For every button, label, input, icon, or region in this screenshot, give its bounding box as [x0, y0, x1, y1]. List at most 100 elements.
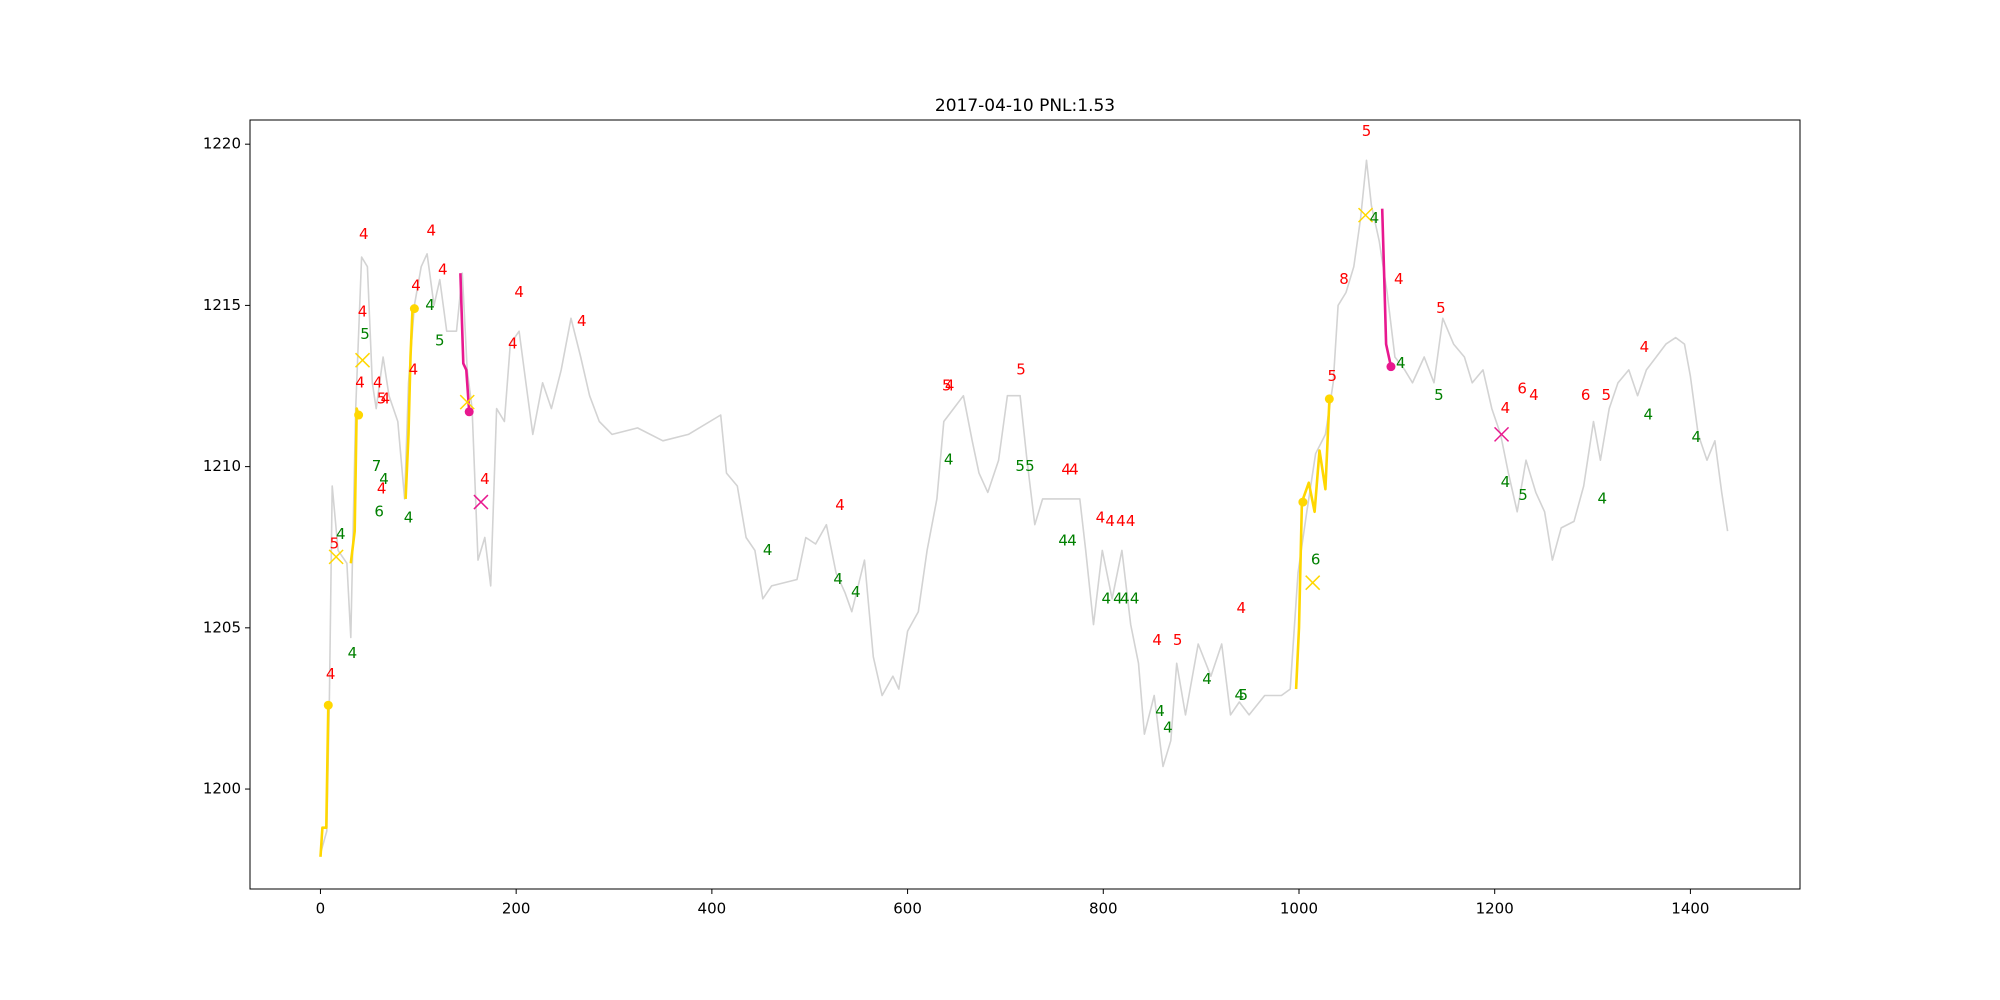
- count-label: 4: [1394, 270, 1404, 288]
- count-label: 4: [358, 302, 368, 320]
- count-label: 4: [411, 277, 421, 295]
- entry-marker: [409, 304, 419, 314]
- count-label: 5: [1601, 386, 1611, 404]
- trade-line: [459, 273, 471, 412]
- count-label: 4: [1061, 460, 1071, 478]
- y-tick-label: 1215: [203, 296, 241, 314]
- count-label: 6: [1581, 386, 1591, 404]
- count-label: 4: [1202, 670, 1212, 688]
- trade-line: [1294, 402, 1331, 690]
- exit-marker: [1494, 426, 1510, 442]
- count-label: 4: [355, 373, 365, 391]
- count-label: 4: [359, 225, 369, 243]
- count-label: 4: [381, 389, 391, 407]
- x-tick-label: 600: [893, 900, 922, 918]
- count-label: 8: [1339, 270, 1349, 288]
- entry-marker: [354, 410, 364, 420]
- count-label: 4: [1126, 512, 1136, 530]
- count-label: 5: [1518, 486, 1528, 504]
- count-label: 5: [360, 325, 370, 343]
- count-label: 7: [372, 457, 382, 475]
- count-label: 4: [945, 377, 955, 395]
- count-label: 4: [1370, 209, 1380, 227]
- count-label: 4: [379, 470, 389, 488]
- count-label: 4: [1163, 718, 1173, 736]
- x-tick-label: 200: [502, 900, 531, 918]
- count-label: 4: [1396, 354, 1406, 372]
- count-label: 4: [1096, 509, 1106, 527]
- exit-marker: [1357, 207, 1374, 223]
- count-label: 4: [577, 312, 587, 330]
- count-label: 4: [1067, 531, 1077, 549]
- count-label: 4: [1235, 686, 1245, 704]
- count-label: 4: [373, 373, 383, 391]
- count-label: 4: [1113, 589, 1123, 607]
- exit-marker: [1305, 575, 1321, 591]
- y-tick-label: 1200: [203, 780, 241, 798]
- trade-line: [319, 705, 330, 857]
- count-label: 5: [1436, 299, 1446, 317]
- count-label: 5: [942, 377, 952, 395]
- count-label: 4: [508, 335, 518, 353]
- count-label: 4: [348, 644, 358, 662]
- exit-marker: [355, 352, 371, 368]
- x-tick-label: 1400: [1671, 900, 1709, 918]
- y-tick-label: 1220: [203, 135, 241, 153]
- count-label: 4: [438, 260, 448, 278]
- x-tick-label: 800: [1089, 900, 1118, 918]
- count-label: 4: [1155, 702, 1165, 720]
- count-label: 4: [326, 665, 336, 683]
- entry-marker: [1324, 394, 1334, 404]
- exit-marker: [328, 549, 344, 565]
- count-label: 5: [377, 389, 387, 407]
- y-tick-label: 1205: [203, 618, 241, 636]
- exit-marker: [459, 394, 475, 410]
- count-label: 4: [851, 583, 861, 601]
- count-label: 4: [944, 451, 954, 469]
- x-tick-label: 1200: [1476, 900, 1514, 918]
- count-label: 5: [1173, 631, 1183, 649]
- x-tick-label: 400: [698, 900, 727, 918]
- count-label: 4: [1105, 512, 1115, 530]
- count-label: 6: [374, 502, 384, 520]
- count-label: 5: [1015, 457, 1025, 475]
- entry-marker: [1386, 362, 1396, 372]
- count-label: 4: [409, 360, 419, 378]
- count-label: 4: [1644, 406, 1654, 424]
- count-label: 4: [1120, 589, 1130, 607]
- count-label: 4: [514, 283, 524, 301]
- count-label: 5: [1327, 367, 1337, 385]
- count-label: 6: [1517, 380, 1527, 398]
- count-label: 5: [1016, 360, 1026, 378]
- count-label: 5: [1238, 686, 1248, 704]
- count-label: 4: [404, 509, 414, 527]
- count-label: 4: [1101, 589, 1111, 607]
- entry-marker: [1298, 497, 1308, 507]
- count-label: 4: [427, 222, 437, 240]
- count-label: 4: [1236, 599, 1246, 617]
- x-tick-label: 1000: [1280, 900, 1318, 918]
- count-label: 4: [833, 570, 843, 588]
- plot-frame: [249, 119, 1801, 890]
- count-label: 4: [763, 541, 773, 559]
- count-label: 4: [1640, 338, 1650, 356]
- count-label: 4: [1130, 589, 1140, 607]
- count-label: 4: [1501, 473, 1511, 491]
- chart-title: 2017-04-10 PNL:1.53: [935, 96, 1115, 116]
- entry-marker: [464, 407, 474, 417]
- entry-marker: [323, 700, 333, 710]
- count-label: 5: [1362, 122, 1372, 140]
- count-label: 4: [1692, 428, 1702, 446]
- count-label: 4: [835, 496, 845, 514]
- count-label: 4: [377, 480, 387, 498]
- count-label: 4: [1058, 531, 1068, 549]
- count-label: 4: [1501, 399, 1511, 417]
- count-label: 4: [1116, 512, 1126, 530]
- count-label: 5: [1025, 457, 1035, 475]
- x-tick-label: 0: [316, 900, 326, 918]
- count-label: 5: [435, 331, 445, 349]
- count-label: 4: [480, 470, 490, 488]
- count-label: 4: [1529, 386, 1539, 404]
